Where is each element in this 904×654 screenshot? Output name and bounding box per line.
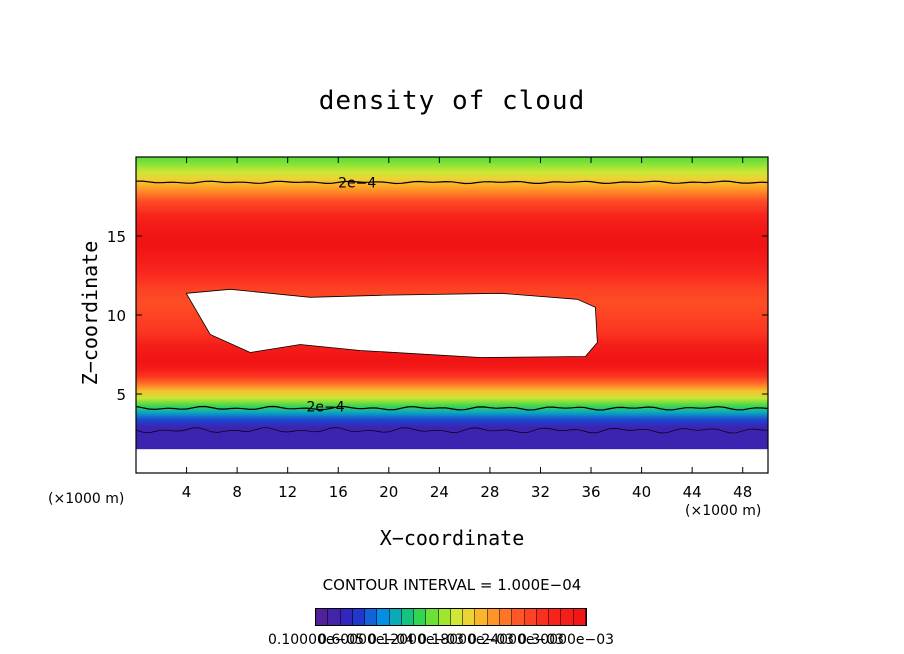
- colorbar-label: 0.60000e−04: [318, 632, 415, 648]
- contour-lines: 2e−4 2e−4: [136, 175, 768, 434]
- colorbar-swatch: [561, 609, 574, 625]
- x-tick-label-28: 28: [480, 483, 499, 501]
- colorbar-label: 0.24000e−03: [468, 632, 565, 648]
- colorbar-label: 0.10000e−05: [268, 632, 365, 648]
- colorbar-label: 0.12000e−03: [368, 632, 465, 648]
- contour-interval-text: CONTOUR INTERVAL = 1.000E−04: [322, 576, 582, 594]
- colorbar-swatch: [389, 609, 402, 625]
- colorbar-swatch: [328, 609, 341, 625]
- colorbar-swatch: [401, 609, 415, 625]
- x-tick-label-16: 16: [329, 483, 348, 501]
- colorbar-swatch: [463, 609, 476, 625]
- x-tick-label-48: 48: [733, 483, 752, 501]
- colorbar-swatch: [316, 609, 329, 625]
- y-tick-label-5: 5: [116, 386, 126, 404]
- x-unit-left: (×1000 m): [48, 491, 125, 507]
- colorbar-swatch: [438, 609, 451, 625]
- x-axis-label: X−coordinate: [379, 526, 525, 550]
- no-cloud-region: [136, 449, 768, 473]
- colorbar-swatch: [524, 609, 537, 625]
- empty-cloud-region: [185, 288, 598, 358]
- density-field: [136, 157, 768, 473]
- contour-label-0: 2e−4: [338, 175, 376, 191]
- contour-base: [136, 427, 768, 434]
- y-axis-label: Z−coordinate: [78, 240, 102, 386]
- colorbar-label: 0.18000e−03: [418, 632, 515, 648]
- colorbar-swatch: [450, 609, 464, 625]
- colorbar-swatch: [377, 609, 390, 625]
- colorbar-label: 0.30000e−03: [518, 632, 615, 648]
- colorbar-swatch: [573, 609, 586, 625]
- x-tick-label-8: 8: [232, 483, 242, 501]
- chart-title: density of cloud: [318, 86, 586, 116]
- colorbar-swatch: [499, 609, 513, 625]
- colorbar-swatch: [414, 609, 427, 625]
- x-tick-label-44: 44: [683, 483, 702, 501]
- y-tick-label-15: 15: [107, 228, 126, 246]
- colorbar-swatch: [340, 609, 353, 625]
- x-tick-label-24: 24: [430, 483, 449, 501]
- x-tick-label-32: 32: [531, 483, 550, 501]
- x-tick-label-40: 40: [632, 483, 651, 501]
- colorbar-swatch: [365, 609, 378, 625]
- x-tick-label-20: 20: [379, 483, 398, 501]
- colorbar-swatch: [426, 609, 439, 625]
- contour-upper: [136, 180, 768, 185]
- colorbar-swatch: [512, 609, 525, 625]
- colorbar: [315, 608, 587, 626]
- x-tick-label-4: 4: [182, 483, 192, 501]
- y-tick-label-10: 10: [107, 307, 126, 325]
- x-unit-right: (×1000 m): [685, 503, 762, 519]
- x-tick-label-36: 36: [581, 483, 600, 501]
- colorbar-swatch: [536, 609, 550, 625]
- colorbar-swatch: [549, 609, 562, 625]
- colorbar-swatch: [352, 609, 366, 625]
- colorbar-swatch: [475, 609, 488, 625]
- x-tick-label-12: 12: [278, 483, 297, 501]
- contour-lower: [136, 405, 768, 411]
- colorbar-swatch: [487, 609, 500, 625]
- contour-label-1: 2e−4: [307, 400, 345, 416]
